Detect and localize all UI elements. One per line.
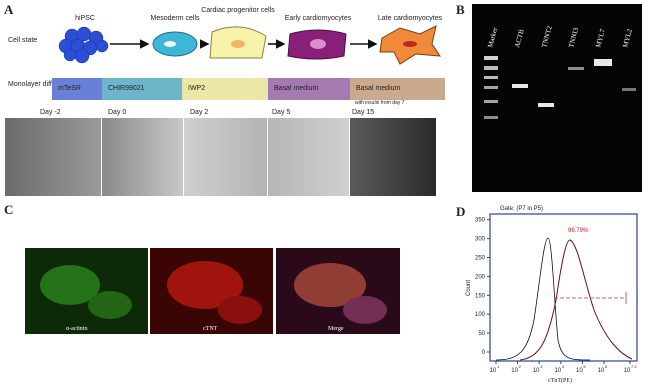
medium-label: mTeSR <box>58 85 81 92</box>
stage-label: hiPSC <box>75 15 95 22</box>
x-label: cTnT(PE) <box>548 377 572 384</box>
nucleus <box>403 41 417 47</box>
stage-label: Late cardiomyocytes <box>378 15 443 22</box>
medium-label: Basal medium <box>274 85 319 92</box>
x-tick-base: 10 <box>511 368 518 374</box>
caption: Merge <box>328 326 344 332</box>
y-tick-label: 200 <box>475 274 486 280</box>
y-tick-label: 50 <box>478 331 485 337</box>
bands <box>484 56 636 119</box>
micrograph <box>5 118 101 196</box>
stage-label: Mesoderm cells <box>150 15 200 22</box>
x-tick-base: 10 <box>533 368 540 374</box>
micrograph <box>102 118 183 196</box>
nucleus <box>231 40 245 48</box>
y-tick-label: 0 <box>482 350 486 356</box>
y-tick-label: 350 <box>475 218 486 224</box>
medium-bar <box>52 78 102 100</box>
stage-label: Cardiac progenitor cells <box>201 7 275 14</box>
x-tick-base: 10 <box>490 368 497 374</box>
x-tick-exp: 7.2 <box>631 364 637 369</box>
medium-bar <box>102 78 182 100</box>
plot-frame <box>489 213 638 362</box>
day-label: Day 15 <box>352 109 374 116</box>
panel-label: D <box>456 204 465 219</box>
cell-cluster <box>58 26 109 64</box>
micrograph <box>268 118 349 196</box>
y-tick-label: 150 <box>475 293 486 299</box>
medium-bar <box>350 78 445 100</box>
x-tick-exp: 6 <box>605 364 608 369</box>
sample-curve <box>519 239 633 361</box>
x-tick-exp: 5 <box>583 364 586 369</box>
day-label: Day 5 <box>272 109 290 116</box>
caption: α-actinin <box>66 326 87 332</box>
y-tick-label: 300 <box>475 237 486 243</box>
medium-label: CHIR99021 <box>108 85 145 92</box>
medium-label: IWP2 <box>188 85 205 92</box>
x-tick-exp: 4 <box>562 364 565 369</box>
x-tick-base: 10 <box>554 368 561 374</box>
micrograph <box>184 118 267 196</box>
medium-bar <box>268 78 350 100</box>
media-note: with insulin from day 7 <box>355 100 405 106</box>
x-tick-base: 10 <box>598 368 605 374</box>
x-tick-base: 10 <box>624 368 631 374</box>
y-tick-label: 250 <box>475 256 486 262</box>
y-tick-label: 100 <box>475 312 486 318</box>
percent: 96.79% <box>568 228 589 234</box>
y-label: Count <box>466 280 472 296</box>
nucleus <box>164 41 176 47</box>
panel-label: B <box>456 2 465 17</box>
nucleus <box>310 39 326 49</box>
day-label: Day 2 <box>190 109 208 116</box>
micrograph <box>350 118 436 196</box>
x-tick-exp: 1 <box>497 364 500 369</box>
x-tick-exp: 2 <box>519 364 522 369</box>
texture <box>40 261 387 324</box>
medium-bar <box>182 78 268 100</box>
panel-label: C <box>4 202 13 217</box>
day-label: Day -2 <box>40 109 61 116</box>
panel-label: A <box>4 2 14 17</box>
gate-line <box>554 292 627 304</box>
control-curve <box>495 237 591 361</box>
row-label: Monolayer differentiation <box>8 81 85 88</box>
gel <box>472 4 642 192</box>
stage-label: Early cardiomyocytes <box>285 15 352 22</box>
x-tick-base: 10 <box>576 368 583 374</box>
medium-label: Basal medium <box>356 85 401 92</box>
row-label: Cell state <box>8 37 37 44</box>
gate: Gate: (P7 in P5) <box>500 206 543 212</box>
day-label: Day 0 <box>108 109 126 116</box>
x-tick-exp: 3 <box>540 364 543 369</box>
caption: cTNT <box>203 326 218 332</box>
